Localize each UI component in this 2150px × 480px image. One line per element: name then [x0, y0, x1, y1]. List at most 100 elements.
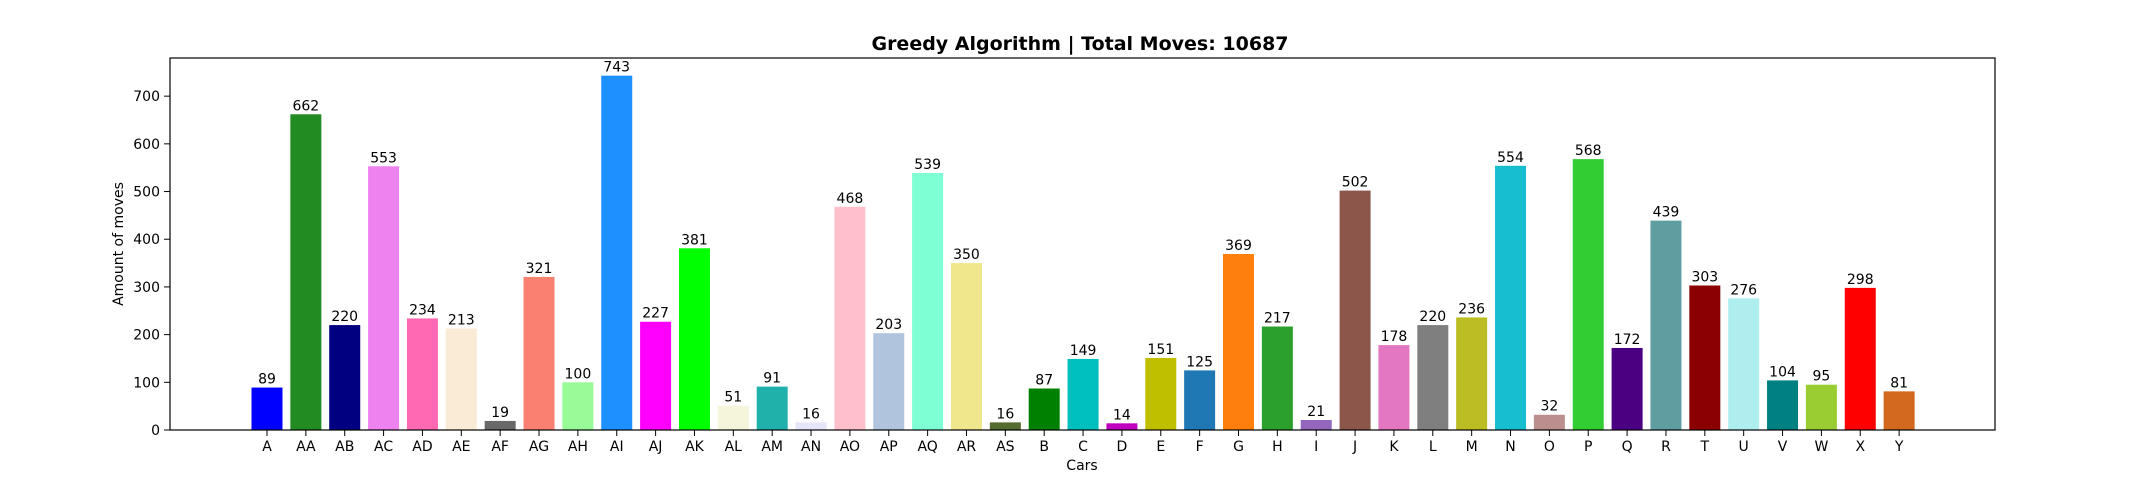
bar-v: [1767, 380, 1799, 430]
x-tick-label: F: [1196, 439, 1204, 455]
data-label: 87: [1035, 373, 1053, 389]
data-label: 16: [802, 406, 820, 422]
data-label: 220: [331, 309, 358, 325]
bar-ao: [834, 206, 866, 430]
x-tick-label: I: [1314, 439, 1318, 455]
x-tick-label: AM: [761, 439, 783, 455]
y-tick-label: 700: [133, 89, 160, 105]
x-tick-label: O: [1544, 439, 1555, 455]
x-tick-label: AL: [725, 439, 743, 455]
data-label: 14: [1113, 407, 1131, 423]
chart-title: Greedy Algorithm | Total Moves: 10687: [871, 33, 1288, 55]
bar-u: [1728, 298, 1760, 430]
bar-o: [1533, 414, 1565, 430]
data-label: 32: [1540, 399, 1558, 415]
data-label: 51: [724, 390, 742, 406]
x-tick-label: AO: [840, 439, 860, 455]
x-tick-label: V: [1778, 439, 1788, 455]
x-tick-label: AD: [412, 439, 432, 455]
bar-ai: [601, 75, 633, 431]
x-tick-label: E: [1156, 439, 1165, 455]
x-tick-label: U: [1739, 439, 1749, 455]
bar-g: [1223, 254, 1254, 430]
x-tick-label: AN: [801, 439, 821, 455]
x-tick-label: L: [1429, 439, 1437, 455]
bar-t: [1689, 285, 1721, 430]
y-tick-label: 300: [133, 280, 160, 296]
data-label: 220: [1419, 309, 1446, 325]
y-tick-label: 400: [133, 232, 160, 248]
data-label: 539: [914, 157, 941, 173]
data-label: 95: [1812, 369, 1830, 385]
data-label: 227: [642, 306, 669, 322]
bar-ak: [678, 248, 710, 430]
bar-af: [484, 420, 516, 430]
x-tick-label: D: [1117, 439, 1128, 455]
data-label: 203: [875, 317, 902, 333]
x-tick-label: AC: [374, 439, 393, 455]
bar-aj: [640, 321, 672, 430]
bar-h: [1261, 326, 1293, 430]
x-tick-label: Q: [1622, 439, 1633, 455]
bar-as: [989, 422, 1021, 430]
bar-ab: [329, 325, 361, 430]
x-tick-label: C: [1078, 439, 1088, 455]
data-label: 553: [370, 150, 397, 166]
bar-k: [1378, 345, 1410, 430]
bar-i: [1300, 419, 1332, 430]
y-tick-label: 600: [133, 137, 160, 153]
x-tick-label: AS: [996, 439, 1015, 455]
plot-area: 0 100 200 300 400 500 600 700 89 A 662 AA 220 AB 553 AC…: [133, 60, 1915, 455]
data-label: 21: [1307, 404, 1325, 420]
bar-a: [251, 387, 283, 430]
x-tick-label: X: [1855, 439, 1865, 455]
x-tick-label: AF: [491, 439, 509, 455]
data-label: 104: [1769, 364, 1796, 380]
x-tick-label: Y: [1894, 439, 1904, 455]
x-tick-label: AI: [610, 439, 624, 455]
data-label: 151: [1147, 342, 1174, 358]
x-tick-label: T: [1700, 439, 1710, 455]
bar-j: [1339, 190, 1371, 430]
bar-ag: [523, 276, 555, 430]
x-tick-label: M: [1466, 439, 1478, 455]
x-tick-label: AR: [957, 439, 977, 455]
x-tick-label: G: [1233, 439, 1244, 455]
data-label: 350: [953, 247, 980, 263]
x-tick-label: P: [1584, 439, 1592, 455]
data-label: 89: [258, 372, 276, 388]
data-label: 743: [603, 60, 630, 76]
x-tick-label: AG: [529, 439, 549, 455]
data-label: 91: [763, 371, 781, 387]
data-label: 303: [1691, 269, 1718, 285]
data-label: 125: [1186, 354, 1213, 370]
x-tick-label: B: [1039, 439, 1049, 455]
x-tick-label: W: [1814, 439, 1828, 455]
bar-p: [1572, 159, 1604, 430]
bar-n: [1495, 165, 1527, 431]
bar-an: [795, 422, 827, 430]
x-tick-label: R: [1661, 439, 1671, 455]
bar-ad: [406, 318, 438, 430]
plot-frame: [169, 57, 1996, 431]
data-label: 81: [1890, 375, 1908, 391]
data-label: 100: [565, 366, 592, 382]
y-tick-label: 100: [133, 375, 160, 391]
y-tick-label: 500: [133, 185, 160, 201]
bar-ap: [873, 333, 905, 430]
x-tick-label: A: [262, 439, 272, 455]
x-tick-label: AB: [335, 439, 354, 455]
data-label: 439: [1653, 205, 1680, 221]
data-label: 19: [491, 405, 509, 421]
x-axis-label: Cars: [1066, 458, 1097, 474]
bar-x: [1844, 287, 1876, 430]
x-tick-label: K: [1389, 439, 1399, 455]
bar-ah: [562, 382, 594, 430]
data-label: 236: [1458, 301, 1485, 317]
bar-f: [1184, 370, 1216, 430]
data-label: 16: [996, 406, 1014, 422]
bar-aq: [912, 172, 944, 430]
x-tick-label: AH: [568, 439, 588, 455]
bar-ac: [368, 166, 400, 430]
bar-q: [1611, 347, 1643, 430]
